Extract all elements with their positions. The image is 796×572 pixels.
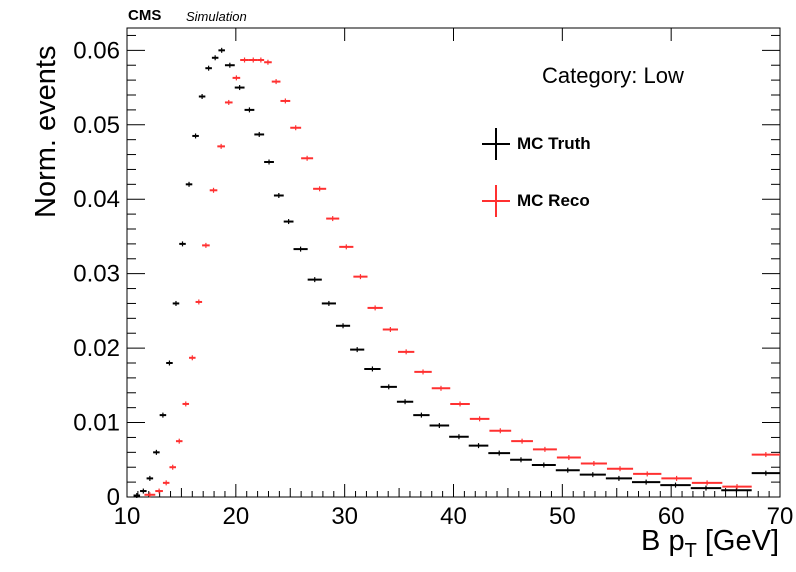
x-axis-label-main: B p [641,525,685,557]
y-tick-label: 0.02 [73,335,120,362]
y-tick-label: 0.01 [73,410,120,437]
plot-frame [126,27,781,498]
cms-label: CMS [128,7,162,24]
y-tick-label: 0.03 [73,261,120,288]
simulation-label: Simulation [186,9,247,24]
y-tick-label: 0.06 [73,37,120,64]
x-tick-label: 40 [440,503,467,530]
legend-label-mc-truth: MC Truth [517,134,591,153]
x-axis-label-unit: [GeV] [696,525,779,557]
x-tick-label: 10 [114,503,141,530]
tick-labels: 10 20 30 40 50 60 70 0 0.01 0.02 0.03 0.04 0.05 0.06 [73,37,793,530]
x-tick-label: 70 [767,503,794,530]
legend-label-mc-reco: MC Reco [517,191,590,210]
data-series [133,47,780,499]
x-tick-label: 60 [658,503,685,530]
series-mc-reco [144,57,780,498]
axis-ticks [126,28,781,498]
legend-markers [482,128,510,217]
x-tick-label: 50 [549,503,576,530]
x-axis-label: B pT [GeV] [641,525,779,563]
x-tick-label: 30 [331,503,358,530]
y-tick-label: 0 [107,484,120,511]
x-tick-label: 20 [222,503,249,530]
y-tick-label: 0.04 [73,186,120,213]
y-axis-label: Norm. events [30,45,62,218]
category-annotation: Category: Low [542,63,684,88]
y-tick-label: 0.05 [73,112,120,139]
x-axis-label-subscript: T [684,539,697,562]
series-mc-truth [133,47,780,499]
